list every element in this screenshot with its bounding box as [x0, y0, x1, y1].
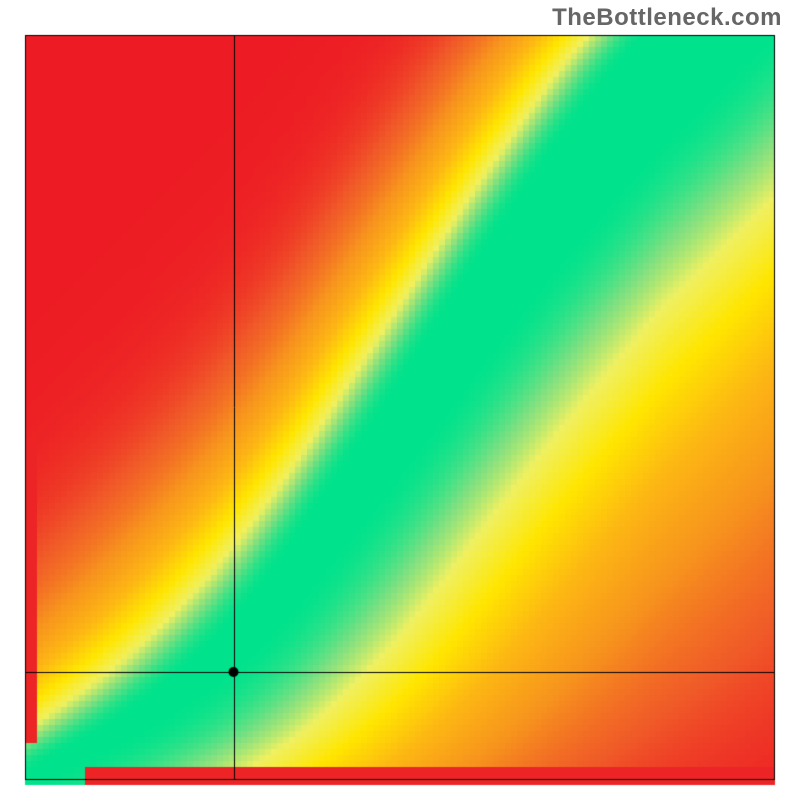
- chart-container: TheBottleneck.com: [0, 0, 800, 800]
- watermark-text: TheBottleneck.com: [552, 4, 782, 32]
- heatmap-canvas: [0, 0, 800, 800]
